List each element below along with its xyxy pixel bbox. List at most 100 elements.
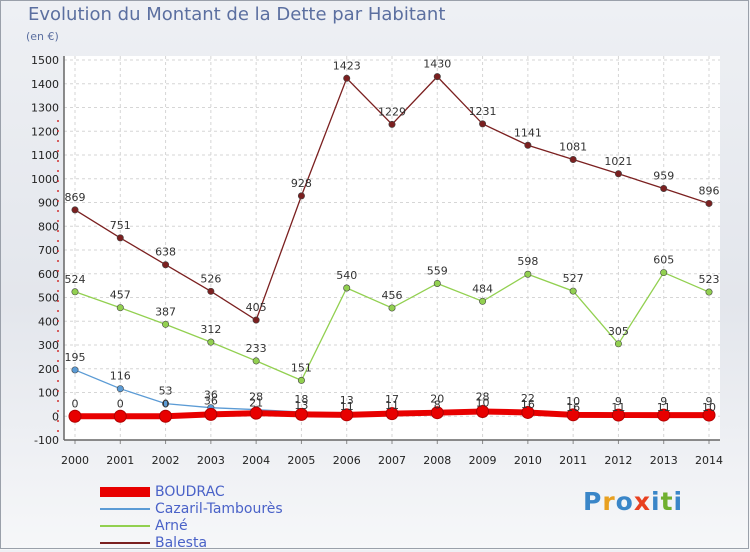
data-point-2 bbox=[297, 376, 305, 384]
x-tick-label: 2006 bbox=[333, 454, 361, 467]
data-point-3 bbox=[388, 120, 396, 128]
data-point-2 bbox=[524, 270, 532, 278]
data-point-2 bbox=[433, 279, 441, 287]
data-point-3 bbox=[252, 316, 260, 324]
data-label: 53 bbox=[159, 385, 173, 398]
data-point-3 bbox=[207, 287, 215, 295]
legend-label: Balesta bbox=[155, 535, 208, 551]
data-point-1 bbox=[71, 366, 79, 374]
data-label: 598 bbox=[517, 255, 538, 268]
data-label: 527 bbox=[563, 272, 584, 285]
data-point-2 bbox=[388, 304, 396, 312]
data-label: 17 bbox=[385, 393, 399, 406]
data-point-0 bbox=[611, 408, 625, 422]
data-point-0 bbox=[340, 408, 354, 422]
data-label: 11 bbox=[657, 401, 671, 414]
data-point-0 bbox=[521, 405, 535, 419]
data-point-0 bbox=[476, 405, 490, 418]
data-point-3 bbox=[71, 206, 79, 214]
data-label: 523 bbox=[699, 273, 720, 286]
data-point-0 bbox=[430, 406, 444, 420]
x-tick-label: 2008 bbox=[423, 454, 451, 467]
x-tick-label: 2012 bbox=[604, 454, 632, 467]
y-tick-label: 100 bbox=[38, 387, 59, 400]
data-point-2 bbox=[660, 269, 668, 277]
x-tick-label: 2000 bbox=[61, 454, 89, 467]
data-point-0 bbox=[68, 409, 82, 423]
data-label: 8 bbox=[434, 399, 441, 412]
data-point-3 bbox=[705, 199, 713, 207]
chart-unit: (en €) bbox=[26, 30, 59, 43]
data-label: 10 bbox=[702, 401, 716, 414]
data-point-3 bbox=[433, 73, 441, 81]
data-point-0 bbox=[385, 407, 399, 421]
y-tick-label: 800 bbox=[38, 220, 59, 233]
data-point-2 bbox=[207, 338, 215, 346]
data-point-1 bbox=[116, 385, 124, 393]
data-label: 16 bbox=[566, 401, 580, 414]
x-tick-label: 2010 bbox=[514, 454, 542, 467]
y-tick-label: 300 bbox=[38, 339, 59, 352]
data-point-3 bbox=[297, 192, 305, 200]
data-label: 526 bbox=[200, 272, 221, 285]
y-tick-label: 500 bbox=[38, 292, 59, 305]
y-tick-label: -100 bbox=[34, 434, 59, 447]
data-label: 405 bbox=[246, 301, 267, 314]
legend-swatch bbox=[100, 525, 150, 527]
chart-title: Evolution du Montant de la Dette par Hab… bbox=[28, 4, 446, 25]
y-tick-label: 1400 bbox=[31, 78, 59, 91]
y-tick-label: 900 bbox=[38, 197, 59, 210]
data-point-2 bbox=[71, 288, 79, 296]
data-point-2 bbox=[162, 320, 170, 328]
legend-label: Cazaril-Tambourès bbox=[155, 501, 283, 517]
data-label: 116 bbox=[110, 370, 131, 383]
data-label: 0 bbox=[162, 397, 169, 410]
data-label: 524 bbox=[65, 273, 86, 286]
data-label: 1229 bbox=[378, 105, 406, 118]
data-label: 959 bbox=[653, 169, 674, 182]
data-label: 540 bbox=[336, 269, 357, 282]
data-label: 1430 bbox=[423, 58, 451, 71]
y-tick-label: 1500 bbox=[31, 54, 59, 67]
proxiti-logo: Proxiti bbox=[583, 487, 684, 516]
data-label: 457 bbox=[110, 289, 131, 302]
data-label: 10 bbox=[476, 397, 490, 410]
data-label: 869 bbox=[65, 191, 86, 204]
x-tick-label: 2014 bbox=[695, 454, 723, 467]
data-point-2 bbox=[705, 288, 713, 296]
y-tick-label: 600 bbox=[38, 268, 59, 281]
data-label: 9 bbox=[615, 395, 622, 408]
data-label: 11 bbox=[385, 399, 399, 412]
data-label: 20 bbox=[430, 393, 444, 406]
x-tick-label: 2013 bbox=[650, 454, 678, 467]
data-point-3 bbox=[524, 141, 532, 149]
data-label: 195 bbox=[65, 351, 86, 364]
data-point-0 bbox=[702, 408, 716, 422]
data-label: 928 bbox=[291, 177, 312, 190]
data-label: 9 bbox=[706, 395, 713, 408]
x-tick-label: 2001 bbox=[106, 454, 134, 467]
data-label: 605 bbox=[653, 254, 674, 267]
x-tick-label: 2007 bbox=[378, 454, 406, 467]
data-label: 11 bbox=[340, 400, 354, 413]
data-point-2 bbox=[569, 287, 577, 295]
data-label: 1423 bbox=[333, 59, 361, 72]
data-label: 28 bbox=[249, 391, 263, 404]
data-label: 484 bbox=[472, 282, 493, 295]
data-label: 638 bbox=[155, 246, 176, 259]
legend-swatch bbox=[100, 542, 150, 544]
data-label: 10 bbox=[566, 395, 580, 408]
data-point-0 bbox=[159, 409, 173, 423]
data-label: 28 bbox=[476, 391, 490, 404]
data-point-3 bbox=[569, 156, 577, 164]
data-point-3 bbox=[614, 170, 622, 178]
data-label: 13 bbox=[340, 394, 354, 407]
data-label: 233 bbox=[246, 342, 267, 355]
data-label: 1081 bbox=[559, 141, 587, 154]
data-label: 18 bbox=[294, 393, 308, 406]
data-label: 16 bbox=[521, 398, 535, 411]
legend-swatch bbox=[100, 508, 150, 510]
data-label: 559 bbox=[427, 264, 448, 277]
data-label: 22 bbox=[521, 392, 535, 405]
